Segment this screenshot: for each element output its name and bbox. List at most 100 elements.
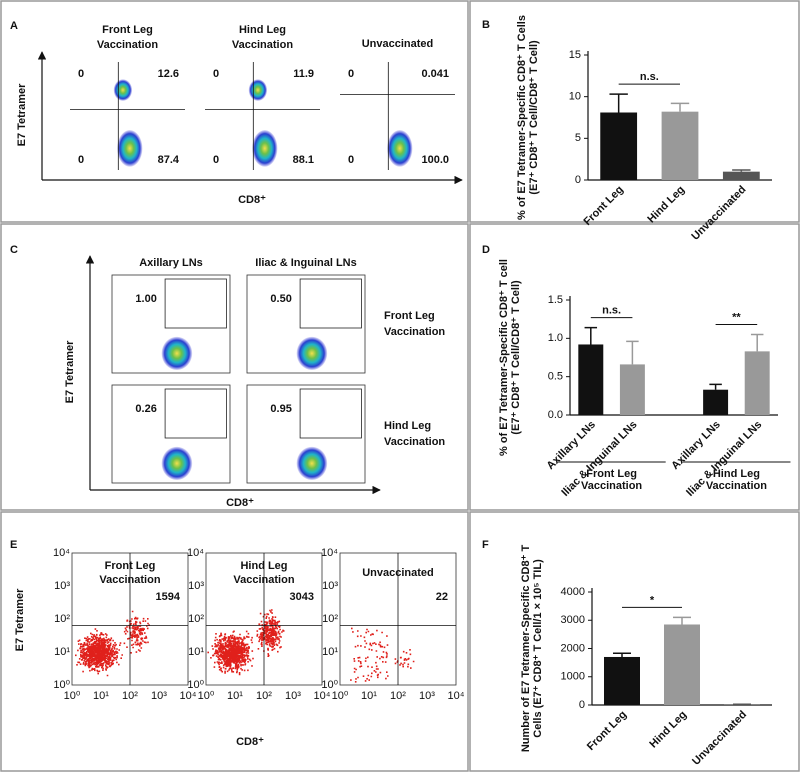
y-tick-label: 10³ (54, 580, 70, 592)
y-tick-label: 1.0 (548, 332, 563, 344)
quadrant-value: 0 (78, 68, 84, 80)
bar (619, 364, 645, 415)
bar (604, 656, 640, 705)
y-tick-label: 10¹ (188, 646, 204, 658)
row-label: Front Leg (384, 310, 435, 322)
y-tick-label: 10⁴ (187, 547, 204, 559)
error-bar (673, 616, 691, 625)
bar (703, 389, 729, 415)
y-tick-label: 0.5 (548, 371, 563, 383)
y-tick-label: 10⁴ (321, 547, 338, 559)
gate-value: 0.95 (270, 403, 291, 415)
panel-frame (469, 511, 800, 772)
error-bar (613, 652, 631, 657)
plot-title: Hind Leg (240, 560, 287, 572)
group-label: Vaccination (581, 480, 642, 492)
quadrant-value: 87.4 (158, 154, 180, 166)
y-axis-label: E7 Tetramer (64, 340, 76, 403)
y-axis-label: % of E7 Tetramer-Specific CD8⁺ T Cells (516, 15, 528, 220)
y-tick-label: 4000 (561, 586, 585, 598)
y-axis-label: Number of E7 Tetramer-Specific CD8⁺ T (520, 545, 532, 753)
density-cloud (117, 130, 143, 167)
x-tick-label: 10³ (285, 690, 301, 702)
gate (164, 278, 227, 329)
gate-value: 0.50 (270, 293, 291, 305)
quadrant-value: 0.041 (421, 68, 449, 80)
panel-letter: D (482, 244, 490, 256)
x-tick-label: 10³ (151, 690, 167, 702)
y-tick-label: 10 (569, 91, 581, 103)
x-axis-label: CD8⁺ (226, 497, 254, 509)
density-cloud (161, 336, 193, 371)
panel-frame (0, 0, 469, 223)
quadrant-value: 0 (213, 154, 219, 166)
y-tick-label: 10² (188, 613, 204, 625)
panel-letter: E (10, 539, 17, 551)
x-tick-label: 10⁰ (198, 690, 215, 702)
error-bar (750, 333, 764, 352)
y-tick-label: 10³ (188, 580, 204, 592)
quadrant-value: 0 (78, 154, 84, 166)
density-cloud (252, 130, 278, 167)
x-axis-label: CD8⁺ (238, 194, 266, 206)
panel-frame (0, 511, 469, 772)
group-label: Front Leg (586, 468, 637, 480)
error-bar (732, 169, 751, 172)
y-axis-label: % of E7 Tetramer-Specific CD8⁺ T cell (498, 259, 510, 456)
y-tick-label: 10² (322, 613, 338, 625)
x-tick-label: 10⁰ (64, 690, 81, 702)
quadrant-value: 0 (348, 154, 354, 166)
y-axis-label: (E7⁺ CD8⁺ T Cell/CD8⁺ T Cell) (528, 40, 540, 195)
bar (578, 344, 604, 415)
plot-title: Hind Leg (239, 24, 286, 36)
row-label: Vaccination (384, 436, 445, 448)
panel-letter: A (10, 20, 18, 32)
plot-frame (111, 384, 231, 484)
y-axis-label: E7 Tetramer (16, 83, 28, 146)
error-bar (584, 326, 598, 345)
gate-value: 0.26 (135, 403, 156, 415)
gate-value: 1.00 (135, 293, 156, 305)
panel-letter: F (482, 539, 489, 551)
x-tick-label: Hind Leg (645, 184, 687, 226)
event-count: 22 (436, 591, 448, 603)
y-tick-label: 10² (54, 613, 70, 625)
gate (299, 278, 362, 329)
y-tick-label: 10⁴ (53, 547, 70, 559)
panel-letter: C (10, 244, 18, 256)
y-tick-label: 0.0 (548, 409, 563, 421)
plot-title: Vaccination (232, 39, 293, 51)
bar (664, 624, 700, 705)
plot-frame (246, 384, 366, 484)
y-axis-label: Cells (E7⁺ CD8⁺ T Cell/1 × 10⁵ TIL) (532, 559, 544, 738)
x-tick-label: 10² (122, 690, 138, 702)
error-bar (670, 102, 690, 112)
x-tick-label: 10⁴ (448, 690, 465, 702)
density-cloud (248, 79, 268, 101)
y-tick-label: 15 (569, 49, 581, 61)
x-tick-label: 10¹ (227, 690, 243, 702)
quadrant-value: 100.0 (421, 154, 449, 166)
bar (722, 171, 760, 180)
density-cloud (113, 79, 133, 101)
plot-title: Vaccination (233, 574, 294, 586)
y-tick-label: 3000 (561, 614, 585, 626)
row-label: Hind Leg (384, 420, 431, 432)
panel-frame (0, 223, 469, 511)
quadrant-value: 0 (348, 68, 354, 80)
y-tick-label: 0 (575, 174, 581, 186)
plot-title: Vaccination (97, 39, 158, 51)
plot-title: Unvaccinated (362, 567, 434, 579)
x-tick-label: Unvaccinated (690, 709, 749, 768)
quadrant-value: 11.9 (293, 68, 314, 80)
error-bar (709, 383, 722, 390)
x-tick-label: Hind Leg (647, 709, 689, 751)
y-tick-label: 10¹ (322, 646, 338, 658)
x-tick-label: 10⁴ (180, 690, 197, 702)
y-tick-label: 1000 (561, 671, 585, 683)
y-tick-label: 10⁰ (187, 679, 204, 691)
density-cloud (296, 336, 328, 371)
event-dots (75, 610, 150, 677)
error-bar (626, 340, 639, 365)
panel-frame (469, 0, 800, 223)
